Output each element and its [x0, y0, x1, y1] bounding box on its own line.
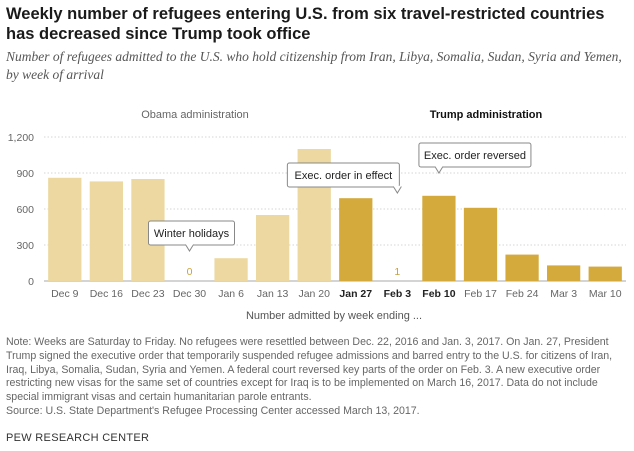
x-tick-label: Feb 24 — [506, 288, 539, 300]
chart-title: Weekly number of refugees entering U.S. … — [6, 5, 605, 43]
bar-jan-6 — [214, 258, 248, 281]
x-tick-label: Dec 16 — [90, 288, 123, 300]
bar-jan-13 — [256, 215, 290, 281]
x-tick-label: Mar 3 — [550, 288, 577, 300]
x-tick-label: Jan 20 — [298, 288, 330, 300]
bar-feb-24 — [505, 254, 539, 281]
x-tick-label: Dec 9 — [51, 288, 79, 300]
annotation-callout: Exec. order in effect — [286, 162, 402, 194]
trump-administration-label: Trump administration — [430, 109, 543, 121]
obama-administration-label: Obama administration — [141, 109, 249, 121]
callout-text: Exec. order in effect — [295, 170, 393, 182]
y-tick-label: 900 — [16, 168, 34, 180]
x-tick-label: Jan 27 — [339, 288, 372, 300]
callout-pointer — [185, 244, 194, 252]
brand-logo-text: PEW RESEARCH CENTER — [6, 432, 150, 444]
bar-dec-9 — [48, 177, 82, 281]
x-tick-label: Feb 17 — [464, 288, 497, 300]
value-label: 1 — [394, 266, 400, 278]
bar-mar-3 — [547, 265, 581, 281]
y-axis-ticks: 0 300 600 900 1,200 — [8, 132, 34, 288]
annotation-callout: Winter holidays — [148, 220, 235, 252]
callout-pointer — [392, 186, 402, 194]
y-tick-label: 300 — [16, 240, 34, 252]
x-axis-ticks: Dec 9 Dec 16 Dec 23 Dec 30 Jan 6 Jan 13 Jan 20… — [51, 288, 622, 300]
annotations: Winter holidays Exec. order in effect Exec… — [148, 142, 532, 252]
x-tick-label: Feb 10 — [422, 288, 455, 300]
callout-pointer — [434, 166, 444, 174]
x-axis-title: Number admitted by week ending ... — [246, 310, 422, 322]
x-tick-label: Jan 6 — [218, 288, 244, 300]
x-tick-label: Dec 30 — [173, 288, 206, 300]
bar-feb-10 — [422, 195, 456, 281]
x-tick-label: Feb 3 — [384, 288, 412, 300]
chart-subtitle: Number of refugees admitted to the U.S. … — [6, 49, 622, 82]
y-tick-label: 600 — [16, 204, 34, 216]
callout-text: Winter holidays — [154, 228, 230, 240]
value-label: 0 — [187, 266, 193, 278]
bar-jan-27 — [339, 198, 373, 281]
y-tick-label: 1,200 — [8, 132, 34, 144]
source-text: Source: U.S. State Department's Refugee … — [6, 404, 420, 417]
x-tick-label: Dec 23 — [131, 288, 164, 300]
note-text: Note: Weeks are Saturday to Friday. No r… — [6, 336, 613, 404]
y-tick-label: 0 — [28, 276, 34, 288]
notes-section: Note: Weeks are Saturday to Friday. No r… — [6, 336, 630, 419]
callout-text: Exec. order reversed — [424, 150, 526, 162]
callout-box — [286, 162, 400, 188]
x-tick-label: Jan 13 — [257, 288, 289, 300]
bar-mar-10 — [588, 266, 622, 281]
x-tick-label: Mar 10 — [589, 288, 622, 300]
bar-feb-17 — [463, 207, 498, 281]
annotation-callout: Exec. order reversed — [418, 142, 532, 174]
callout-box — [418, 142, 532, 168]
bar-dec-16 — [89, 181, 123, 281]
